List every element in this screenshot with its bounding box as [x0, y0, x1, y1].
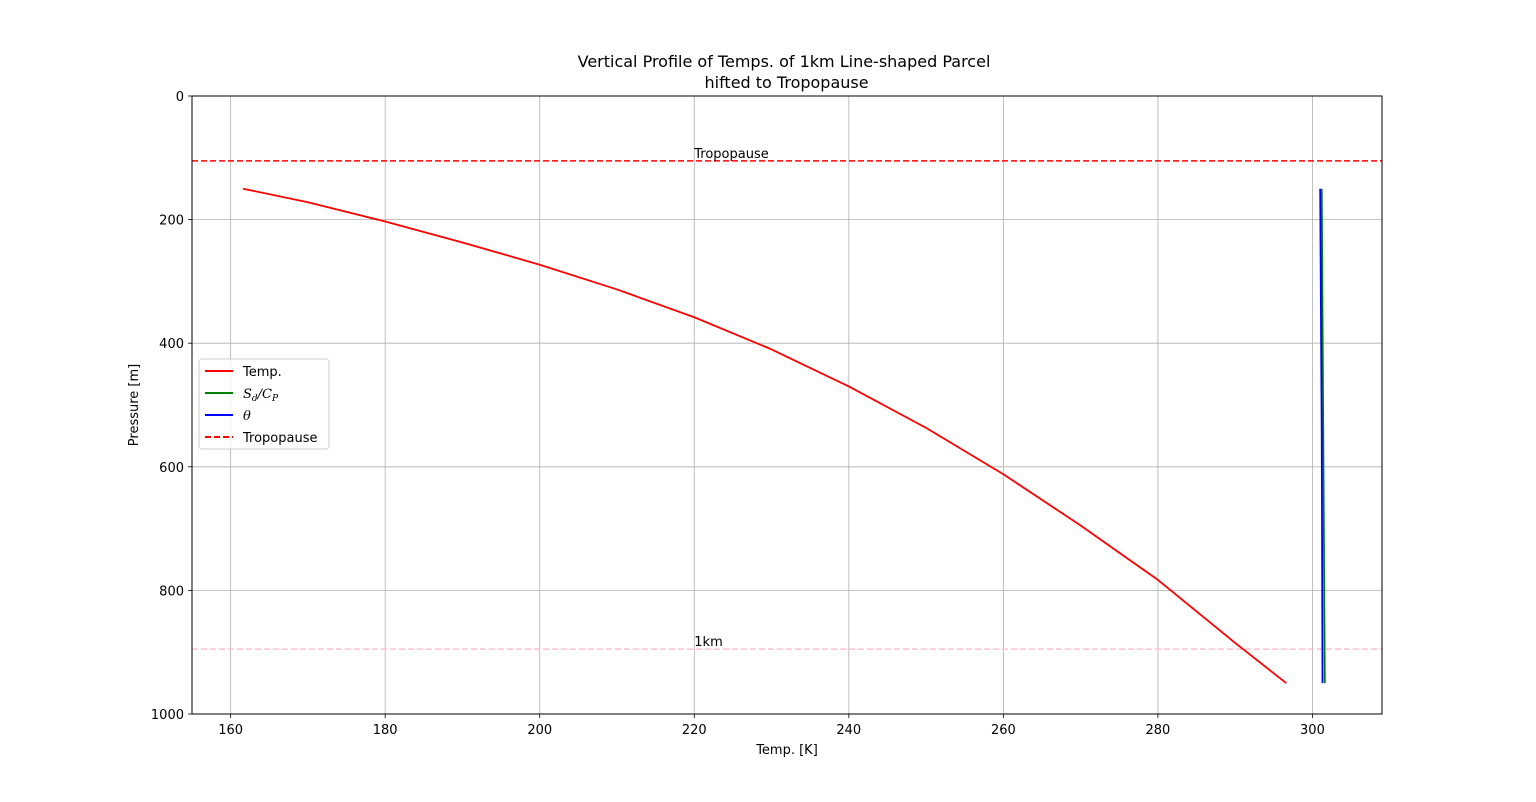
annotation-1: 1km [694, 635, 722, 650]
y-tick-label-400: 400 [159, 337, 184, 352]
annotation-0: Tropopause [693, 147, 768, 162]
legend-label-temp: Temp. [242, 365, 282, 380]
legend-label-tropopause: Tropopause [242, 431, 317, 446]
series [242, 187, 1326, 684]
x-tick-label-180: 180 [373, 723, 398, 738]
y-tick-label-1000: 1000 [151, 708, 184, 723]
x-axis-label: Temp. [K] [755, 743, 818, 758]
reference-lines [192, 160, 1382, 650]
series-line-sdcp [1320, 188, 1326, 684]
legend: Temp. Sd/CP θ Tropopause [198, 358, 330, 450]
y-axis-label: Pressure [m] [127, 364, 142, 446]
series-line-theta [1319, 188, 1324, 684]
annotations: Tropopause 1km [693, 147, 768, 650]
legend-label-sdcp-mid: /C [256, 387, 272, 402]
legend-label-theta: θ [243, 409, 251, 424]
legend-label-sdcp-main: S [243, 387, 252, 402]
legend-label-sdcp-sub1: d [252, 394, 258, 404]
series-line-temp [242, 187, 1287, 684]
y-axis-ticks: 0 200 400 600 800 1000 [151, 90, 192, 723]
x-tick-label-220: 220 [682, 723, 707, 738]
x-axis-ticks: 160 180 200 220 240 260 280 300 [218, 714, 1325, 738]
legend-label-sdcp-sub2: P [271, 394, 279, 404]
legend-box [198, 358, 330, 450]
chart-title-line2: hifted to Tropopause [699, 73, 868, 92]
x-tick-label-240: 240 [836, 723, 861, 738]
x-tick-label-260: 260 [991, 723, 1016, 738]
x-tick-label-280: 280 [1145, 723, 1170, 738]
x-tick-label-300: 300 [1300, 723, 1325, 738]
legend-label-sdcp: Sd/CP [243, 387, 279, 404]
x-tick-label-160: 160 [218, 723, 243, 738]
y-tick-label-0: 0 [176, 90, 184, 105]
y-tick-label-600: 600 [159, 461, 184, 476]
y-tick-label-200: 200 [159, 214, 184, 229]
x-tick-label-200: 200 [527, 723, 552, 738]
plot-frame [191, 95, 1383, 715]
chart-title-line1: Vertical Profile of Temps. of 1km Line-s… [578, 52, 991, 71]
y-tick-label-800: 800 [159, 584, 184, 599]
